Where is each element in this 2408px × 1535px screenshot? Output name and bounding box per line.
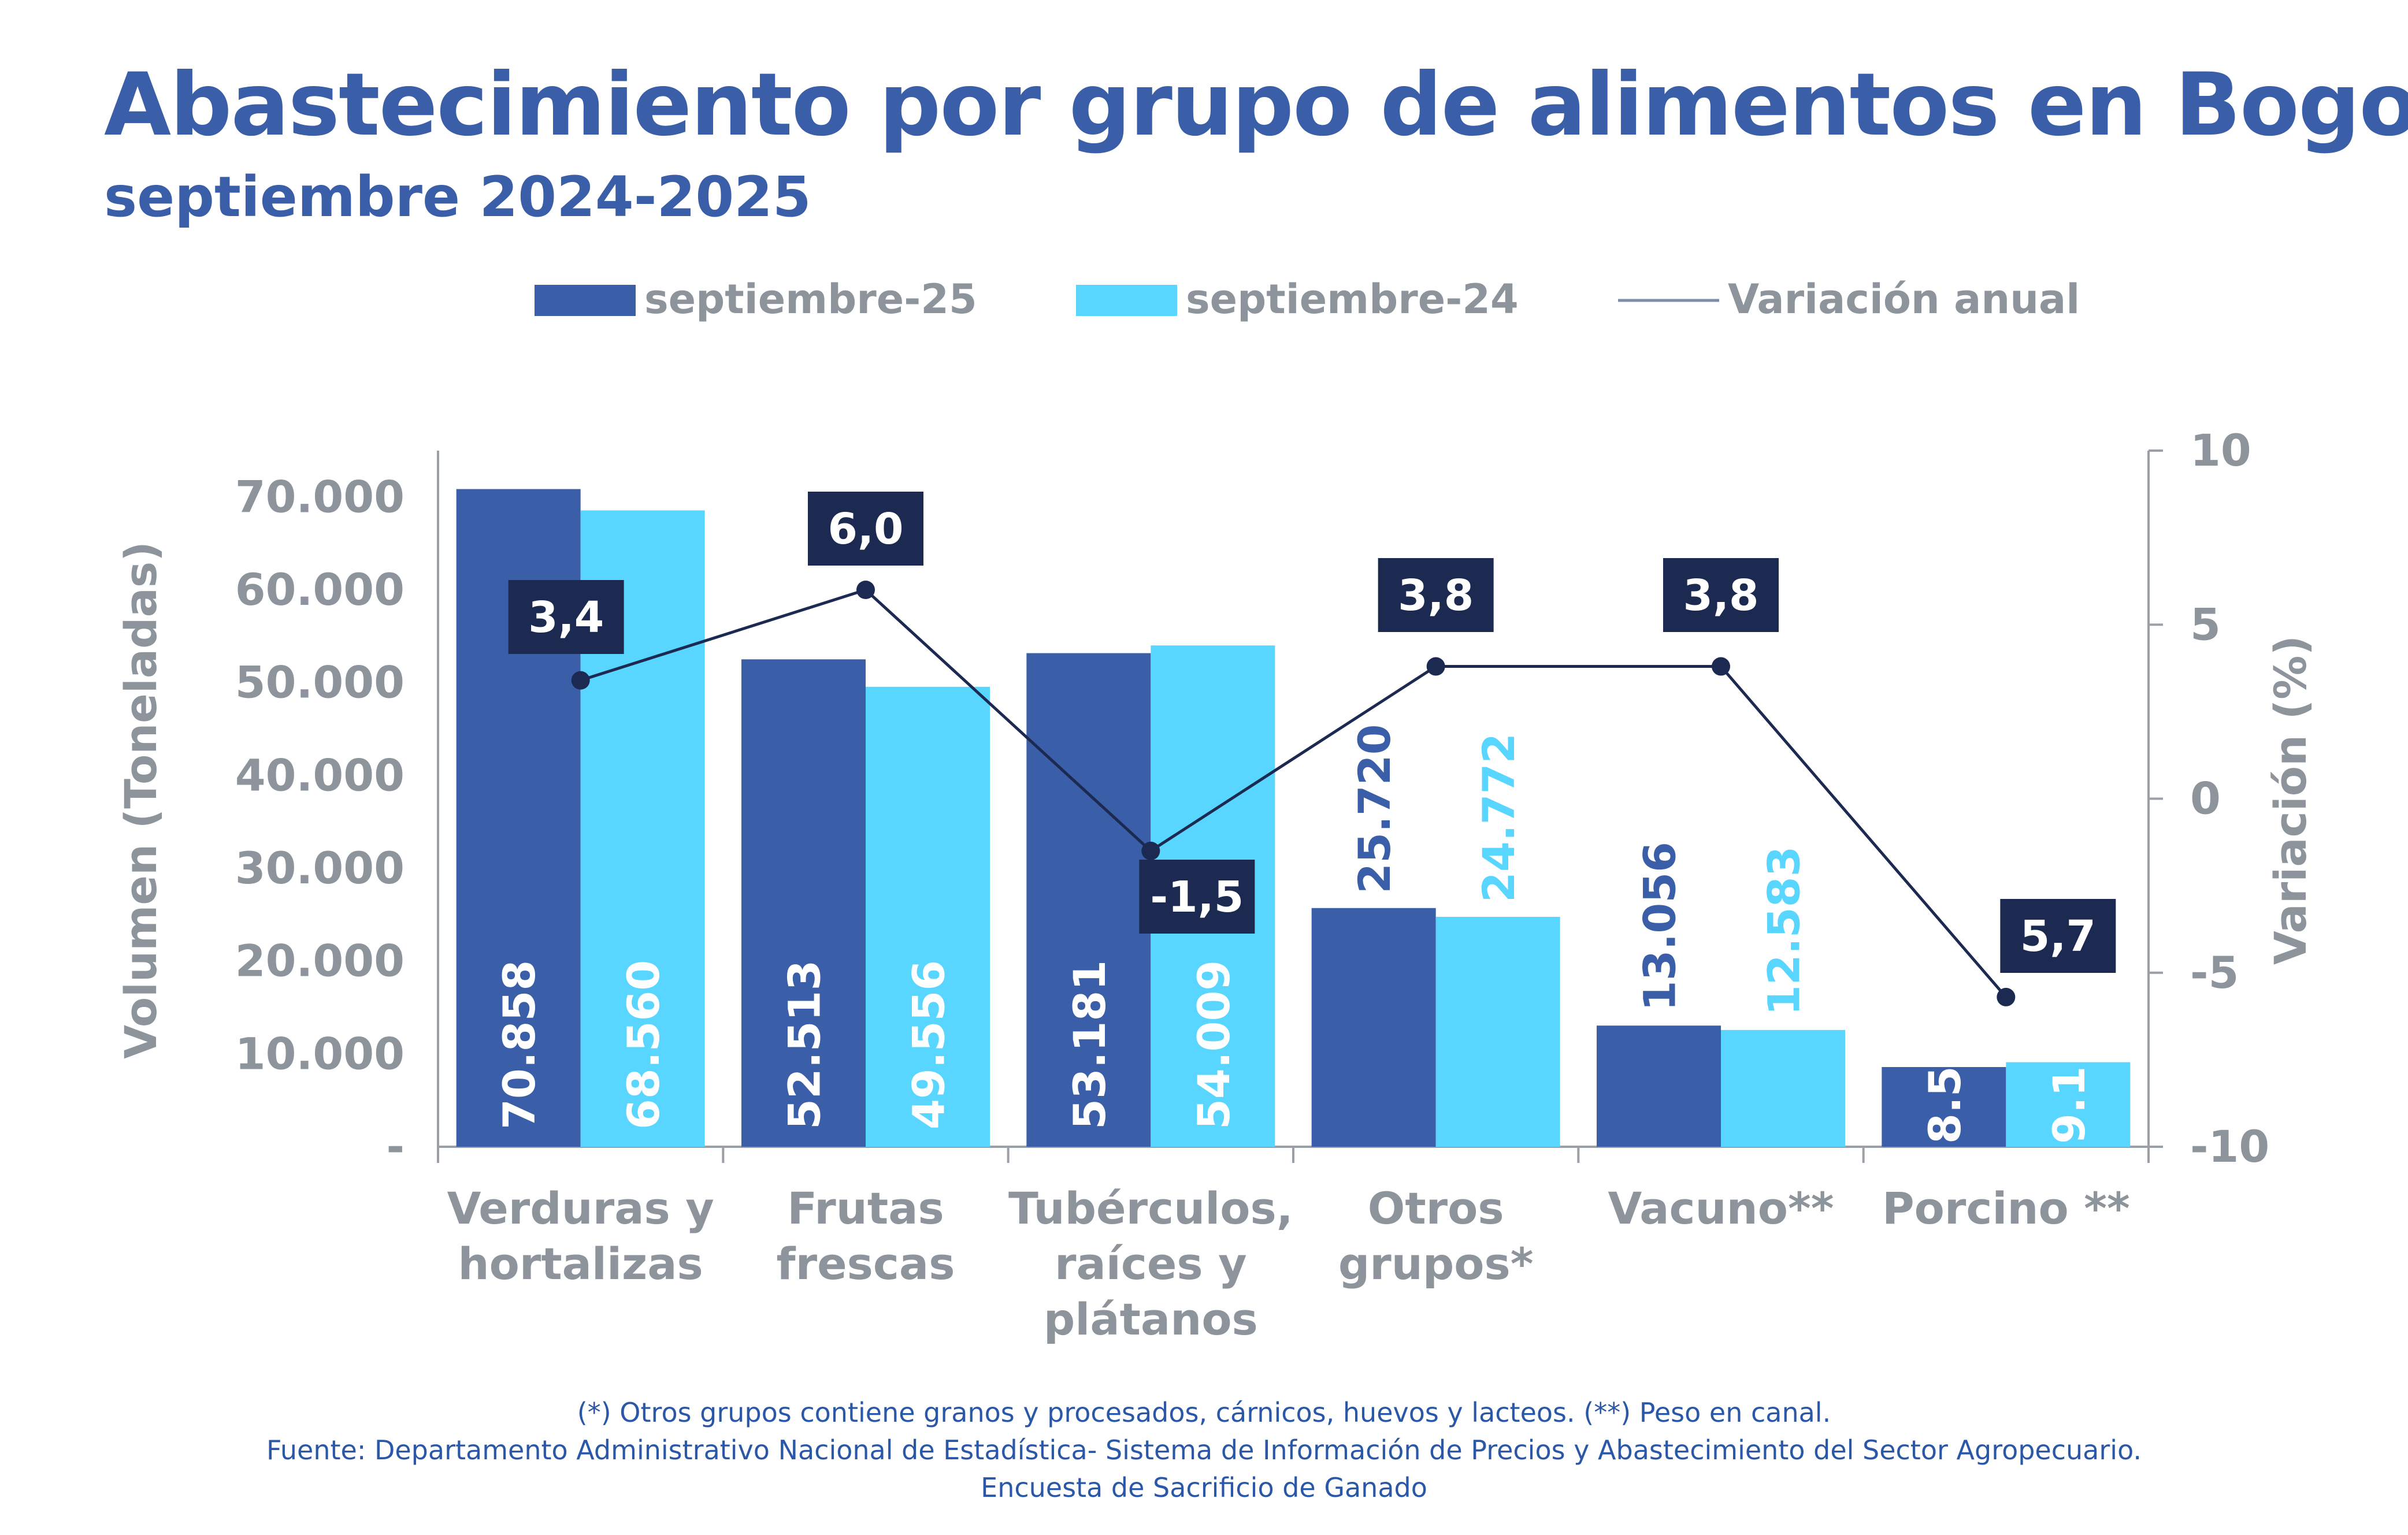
bar-septiembre-25 (1882, 1067, 2006, 1147)
line-point-variacion-anual (1426, 657, 1445, 676)
bar-septiembre-25 (1026, 653, 1151, 1147)
left-axis-tick-label: 60.000 (235, 564, 405, 615)
right-axis-tick-label: -10 (2190, 1121, 2269, 1172)
legend-swatch-septiembre-25 (535, 285, 636, 316)
line-label-box (1139, 860, 1255, 934)
bar-septiembre-25 (1597, 1025, 1721, 1147)
legend-label-variacion-anual: Variación anual (1728, 276, 2080, 323)
line-point-variacion-anual (571, 671, 590, 690)
line-label-box (808, 492, 923, 566)
line-label-variacion-anual: 3,8 (1683, 571, 1758, 620)
line-label-box (1378, 558, 1494, 632)
left-axis-tick-label: 30.000 (235, 842, 405, 894)
footnote-definitions: (*) Otros grupos contiene granos y proce… (577, 1397, 1831, 1428)
line-label-variacion-anual: -1,5 (1150, 872, 1244, 922)
bar-septiembre-24 (1721, 1029, 1845, 1147)
legend-label-septiembre-25: septiembre-25 (644, 276, 977, 323)
left-axis-tick-label: 70.000 (235, 471, 405, 522)
line-label-box (1663, 558, 1779, 632)
chart-title: Abastecimiento por grupo de alimentos en… (104, 55, 2408, 155)
x-axis-category-label: frescas (777, 1238, 955, 1289)
bar-septiembre-25 (1311, 908, 1436, 1147)
left-axis-tick-label: 40.000 (235, 749, 405, 801)
right-axis-tick-label: 5 (2190, 599, 2221, 650)
x-axis-category-label: hortalizas (458, 1238, 703, 1289)
footnote-source: Fuente: Departamento Administrativo Naci… (266, 1434, 2142, 1466)
bar-label-septiembre-24: 9.111 (2043, 1005, 2095, 1144)
bar-label-septiembre-25: 25.720 (1349, 724, 1400, 893)
x-axis-category-label: Vacuno** (1608, 1183, 1834, 1234)
line-variacion-anual (580, 588, 2008, 998)
bar-label-septiembre-25: 52.513 (779, 960, 830, 1129)
left-axis-tick-label: 10.000 (235, 1028, 405, 1079)
bar-label-septiembre-24: 12.583 (1758, 846, 1810, 1016)
left-axis-tick-label: - (386, 1121, 405, 1172)
line-label-variacion-anual: 3,8 (1398, 571, 1474, 620)
right-axis-tick-label: 10 (2190, 425, 2251, 476)
line-label-variacion-anual: 5,7 (2020, 912, 2096, 961)
right-axis-title: Variación (%) (2265, 635, 2316, 965)
legend-label-septiembre-24: septiembre-24 (1186, 276, 1519, 323)
footnote-survey: Encuesta de Sacrificio de Ganado (981, 1472, 1427, 1503)
x-axis-category-label: Frutas (787, 1183, 944, 1234)
left-axis-tick-label: 20.000 (235, 935, 405, 987)
bar-label-septiembre-24: 49.556 (903, 960, 955, 1129)
left-axis-title: Volumen (Toneladas) (115, 541, 166, 1059)
chart-subtitle: septiembre 2024-2025 (104, 165, 811, 229)
x-axis-category-label: Porcino ** (1882, 1183, 2130, 1234)
line-point-variacion-anual (1712, 657, 1730, 676)
x-axis-category-label: raíces y (1055, 1238, 1247, 1289)
x-axis-category-label: Otros (1368, 1183, 1504, 1234)
bar-septiembre-24 (1435, 916, 1560, 1147)
line-label-box (508, 580, 624, 654)
line-label-box (2000, 899, 2116, 973)
line-point-variacion-anual (1997, 987, 2016, 1006)
x-axis-category-label: grupos* (1338, 1238, 1534, 1289)
line-point-variacion-anual (1141, 841, 1160, 860)
legend-swatch-septiembre-24 (1076, 285, 1177, 316)
bar-septiembre-24 (2006, 1062, 2131, 1147)
line-label-variacion-anual: 3,4 (528, 593, 604, 642)
bar-label-septiembre-25: 13.056 (1634, 842, 1686, 1011)
bar-label-septiembre-24: 54.009 (1188, 960, 1240, 1129)
left-axis-tick-label: 50.000 (235, 657, 405, 708)
bar-label-septiembre-24: 24.772 (1473, 733, 1524, 902)
right-axis-tick-label: 0 (2190, 773, 2221, 824)
right-axis-tick-label: -5 (2190, 947, 2239, 998)
line-point-variacion-anual (856, 581, 875, 599)
bar-label-septiembre-25: 53.181 (1064, 960, 1115, 1129)
x-axis-category-label: Tubérculos, (1008, 1183, 1293, 1234)
bar-label-septiembre-25: 70.858 (494, 960, 545, 1129)
bar-septiembre-24 (866, 686, 990, 1147)
line-label-variacion-anual: 6,0 (828, 504, 903, 554)
bar-label-septiembre-25: 8.589 (1919, 1005, 1971, 1144)
bar-septiembre-25 (741, 659, 866, 1147)
x-axis-category-label: plátanos (1044, 1294, 1258, 1345)
bar-label-septiembre-24: 68.560 (618, 960, 669, 1129)
x-axis-category-label: Verduras y (447, 1183, 714, 1234)
